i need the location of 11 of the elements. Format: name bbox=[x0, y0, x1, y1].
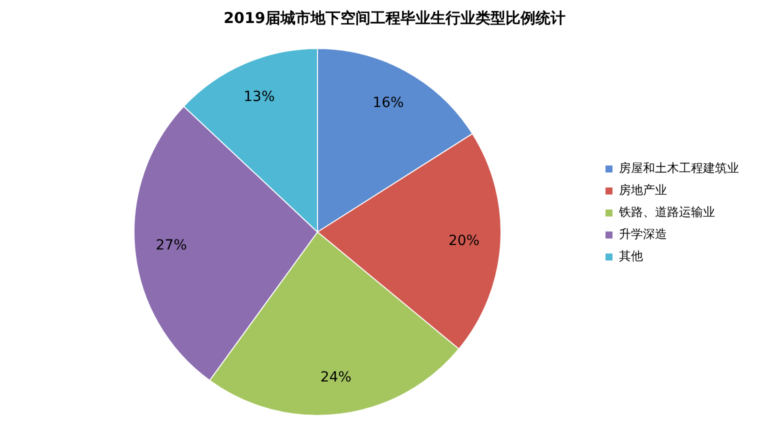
data-label: 24% bbox=[320, 369, 352, 386]
legend-label: 房屋和土木工程建筑业 bbox=[619, 161, 739, 176]
data-label: 16% bbox=[372, 95, 404, 111]
legend-label: 升学深造 bbox=[619, 227, 667, 242]
data-label: 13% bbox=[244, 88, 275, 105]
legend-label: 铁路、道路运输业 bbox=[618, 205, 715, 220]
chart-title: 2019届城市地下空间工程毕业生行业类型比例统计 bbox=[224, 8, 566, 27]
data-label: 20% bbox=[448, 232, 480, 249]
legend-label: 房地产业 bbox=[619, 183, 667, 198]
legend-label: 其他 bbox=[619, 249, 643, 264]
data-label: 27% bbox=[156, 237, 187, 254]
